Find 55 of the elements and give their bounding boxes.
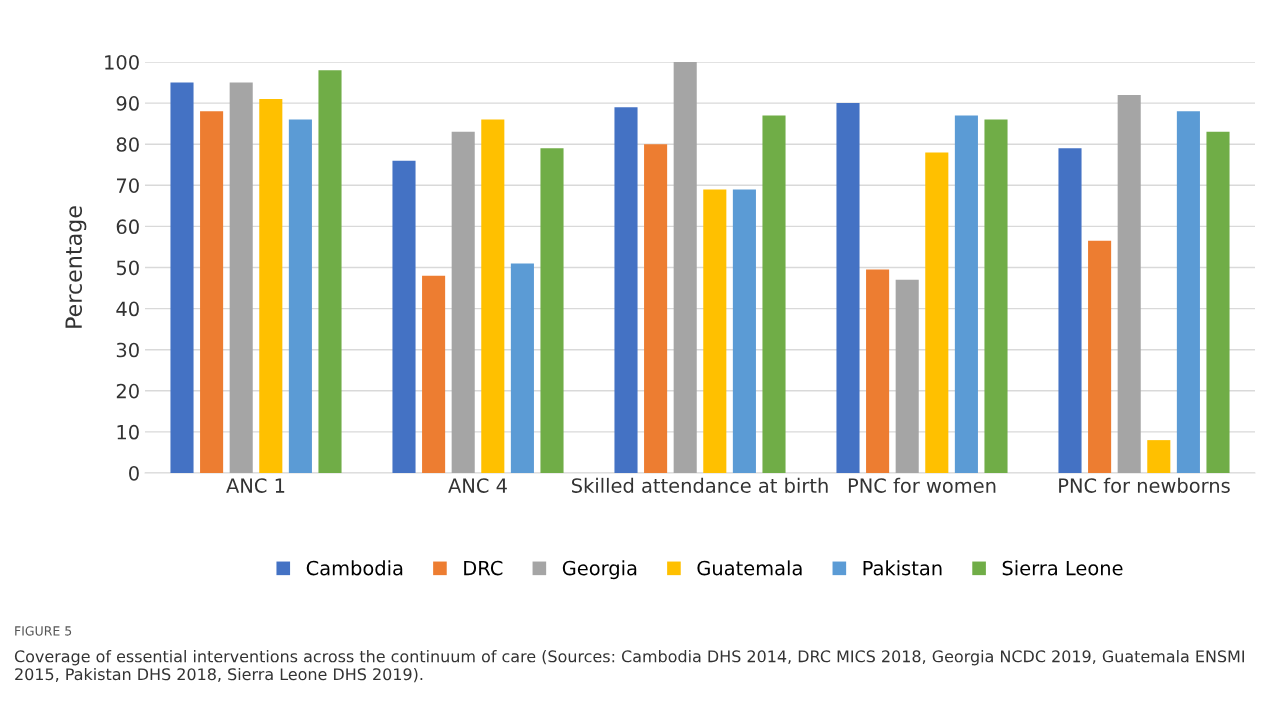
bar [954,115,978,473]
caption: FIGURE 5 [15,626,72,636]
bar [984,119,1008,473]
legend-label: Georgia [562,560,637,580]
bar [866,269,890,473]
legend-label: Pakistan [863,560,942,576]
bar [1088,240,1112,473]
bar [762,115,786,473]
bar [229,82,253,473]
bar [481,119,505,473]
bar [614,107,638,473]
x-tick-label: ANC 4 [448,478,507,493]
bar [836,103,860,473]
y-tick-label: 20 [116,383,139,399]
legend-label: Cambodia [306,560,403,576]
y-tick-label: 60 [116,219,139,235]
y-axis-title: Percentage [65,206,87,328]
bar [1117,94,1141,473]
x-tick-label: Skilled attendance at birth [572,477,828,493]
y-tick-label: 90 [116,96,139,111]
bar [644,144,668,473]
bar [925,152,949,473]
bar [732,189,756,473]
bar [422,275,446,473]
bar [895,279,919,473]
y-tick-label: 10 [117,424,139,440]
bar [288,119,312,473]
y-tick-label: 40 [116,301,139,317]
bar [1147,440,1171,473]
bar [451,131,475,473]
y-tick-label: 100 [105,54,139,70]
bar [703,189,727,473]
y-tick-label: 70 [116,178,139,193]
bar [200,111,224,473]
legend-label: Sierra Leone [1002,560,1123,576]
y-tick-label: 80 [116,137,139,152]
legend-label: DRC [464,560,503,576]
x-tick-label: ANC 1 [226,478,285,493]
bar [170,82,194,473]
bar [1058,148,1082,473]
text: Coverage of essential interventions across the continuum of care (Sources: Cambodia DHS 2014, DRC MICS 2018, Georgia NCDC 2019, Guatemala ENSMI 2015, Pakistan DHS 2018, Sierra Leone DHS 2019). [14,650,1244,683]
bar [673,62,697,473]
y-tick-label: 0 [129,465,139,481]
bar [540,148,564,473]
bar [318,70,342,473]
y-tick-label: 30 [116,342,139,358]
x-tick-label: PNC for newborns [1059,477,1230,493]
x-tick-label: PNC for women [848,477,996,493]
y-tick-label: 50 [116,260,139,276]
bar [1176,111,1200,473]
bar [392,160,416,473]
bar [259,98,283,473]
bar [510,263,534,473]
bar [1206,131,1230,473]
legend-label: Guatemala [697,560,802,576]
